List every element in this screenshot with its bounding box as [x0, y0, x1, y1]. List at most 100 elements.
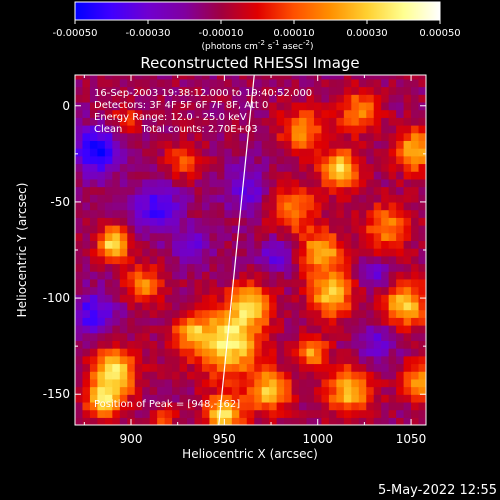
heatmap-cell — [246, 401, 255, 411]
heatmap-cell — [321, 148, 330, 157]
heatmap-cell — [187, 155, 196, 165]
heatmap-cell — [157, 278, 166, 288]
heatmap-cell — [231, 394, 240, 403]
heatmap-cell — [149, 132, 158, 141]
heatmap-cell — [194, 317, 203, 326]
heatmap-cell — [142, 394, 151, 403]
heatmap-cell — [328, 163, 337, 172]
heatmap-cell — [403, 194, 412, 203]
heatmap-cell — [209, 363, 218, 372]
heatmap-cell — [261, 348, 270, 357]
heatmap-cell — [142, 232, 151, 241]
heatmap-cell — [351, 78, 360, 88]
heatmap-cell — [351, 348, 360, 357]
heatmap-cell — [358, 348, 367, 357]
heatmap-cell — [366, 178, 375, 188]
heatmap-cell — [299, 232, 308, 241]
heatmap-cell — [351, 286, 360, 295]
heatmap-cell — [149, 278, 158, 288]
heatmap-cell — [343, 101, 352, 111]
heatmap-cell — [276, 225, 285, 234]
heatmap-cell — [328, 75, 337, 80]
heatmap-cell — [299, 209, 308, 218]
heatmap-cell — [284, 225, 293, 234]
heatmap-cell — [396, 163, 405, 172]
heatmap-cell — [194, 125, 203, 134]
heatmap-cell — [104, 294, 113, 303]
heatmap-cell — [75, 386, 84, 395]
heatmap-cell — [269, 255, 278, 265]
heatmap-cell — [403, 340, 412, 349]
heatmap-cell — [343, 317, 352, 326]
heatmap-cell — [239, 194, 248, 203]
heatmap-cell — [388, 417, 397, 425]
heatmap-cell — [89, 301, 99, 311]
heatmap-cell — [358, 386, 367, 395]
heatmap-cell — [104, 186, 113, 195]
heatmap-cell — [134, 271, 143, 280]
heatmap-cell — [343, 409, 352, 418]
heatmap-cell — [164, 301, 173, 311]
heatmap-cell — [351, 317, 360, 326]
heatmap-cell — [328, 417, 337, 425]
heatmap-cell — [157, 194, 166, 203]
heatmap-cell — [216, 278, 225, 288]
heatmap-cell — [119, 294, 128, 303]
heatmap-cell — [291, 355, 300, 365]
heatmap-cell — [187, 386, 196, 395]
heatmap-cell — [209, 394, 218, 403]
heatmap-cell — [321, 86, 330, 95]
heatmap-cell — [149, 401, 158, 411]
heatmap-cell — [239, 394, 248, 403]
heatmap-cell — [82, 301, 91, 311]
heatmap-cell — [179, 225, 188, 234]
heatmap-cell — [172, 309, 181, 318]
heatmap-cell — [269, 348, 278, 357]
heatmap-cell — [418, 332, 426, 341]
heatmap-cell — [254, 278, 263, 288]
heatmap-cell — [358, 75, 367, 80]
heatmap-cell — [239, 109, 248, 118]
heatmap-cell — [306, 255, 315, 265]
heatmap-cell — [187, 75, 196, 80]
heatmap-cell — [75, 178, 84, 188]
heatmap-cell — [351, 86, 360, 95]
heatmap-cell — [313, 178, 323, 188]
heatmap-cell — [411, 232, 420, 241]
heatmap-cell — [216, 325, 225, 334]
heatmap-cell — [134, 148, 143, 157]
heatmap-cell — [209, 101, 218, 111]
heatmap-cell — [284, 255, 293, 265]
heatmap-cell — [254, 286, 263, 295]
heatmap-cell — [269, 209, 278, 218]
heatmap-cell — [157, 163, 166, 172]
heatmap-cell — [187, 401, 196, 411]
heatmap-cell — [216, 217, 225, 226]
heatmap-cell — [321, 232, 330, 241]
heatmap-cell — [179, 355, 188, 365]
heatmap-cell — [284, 348, 293, 357]
heatmap-cell — [284, 401, 293, 411]
heatmap-cell — [269, 194, 278, 203]
heatmap-cell — [179, 401, 188, 411]
heatmap-cell — [254, 248, 263, 257]
heatmap-cell — [104, 248, 113, 257]
heatmap-cell — [216, 240, 225, 249]
heatmap-cell — [328, 340, 337, 349]
heatmap-cell — [82, 332, 91, 341]
heatmap-cell — [239, 240, 248, 249]
heatmap-cell — [89, 332, 99, 341]
heatmap-cell — [381, 271, 390, 280]
heatmap-cell — [134, 94, 143, 103]
heatmap-cell — [343, 286, 352, 295]
heatmap-cell — [396, 417, 405, 425]
heatmap-cell — [239, 309, 248, 318]
heatmap-cell — [276, 132, 285, 141]
heatmap-cell — [403, 225, 412, 234]
heatmap-cell — [351, 355, 360, 365]
heatmap-cell — [246, 340, 255, 349]
heatmap-cell — [142, 263, 151, 272]
heatmap-cell — [142, 132, 151, 141]
heatmap-cell — [119, 371, 128, 380]
heatmap-cell — [269, 271, 278, 280]
